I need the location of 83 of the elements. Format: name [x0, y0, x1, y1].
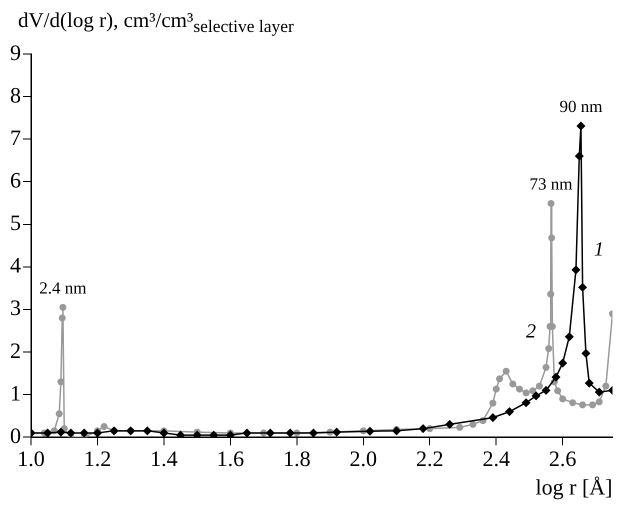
point [547, 290, 554, 298]
point [548, 234, 556, 242]
point [332, 428, 342, 437]
point [589, 401, 596, 408]
annotation: 73 nm [530, 174, 573, 194]
point [564, 332, 574, 342]
y-tick-label: 2 [10, 338, 21, 363]
point [242, 428, 252, 438]
point [516, 386, 523, 393]
point [308, 428, 318, 438]
y-tick-label: 4 [10, 252, 21, 278]
annotation: 90 nm [559, 96, 602, 116]
point [548, 200, 555, 207]
point [159, 428, 168, 438]
point [581, 348, 590, 358]
point [532, 391, 541, 400]
y-tick-label: 0 [10, 422, 21, 448]
y-tick-label: 8 [10, 82, 21, 108]
point [584, 378, 594, 388]
y-tick-label: 3 [10, 295, 21, 320]
point [522, 398, 531, 408]
point [56, 410, 63, 418]
point [489, 400, 496, 407]
x-tick-label: 1.4 [150, 446, 178, 472]
point [456, 424, 464, 431]
point [522, 389, 530, 396]
x-tick-label: 1.2 [84, 446, 112, 472]
point [142, 426, 152, 436]
point [574, 152, 584, 161]
series-label: 2 [526, 320, 536, 342]
point [418, 424, 428, 434]
point [578, 282, 588, 292]
x-tick-label: 1.0 [17, 446, 45, 472]
point [536, 382, 543, 390]
point [58, 314, 66, 322]
point [602, 382, 610, 390]
x-tick-label: 2.6 [548, 446, 576, 472]
point [266, 428, 275, 438]
x-tick-label: 1.8 [283, 446, 311, 472]
y-tick-label: 6 [10, 168, 21, 193]
point [554, 387, 562, 394]
point [365, 426, 374, 436]
point [552, 372, 561, 382]
point [92, 428, 102, 438]
point [57, 378, 64, 386]
point [43, 428, 52, 438]
point [542, 386, 551, 395]
x-tick-label: 2.4 [482, 446, 510, 472]
y-tick-label: 5 [10, 210, 21, 236]
point [596, 398, 603, 406]
point [594, 388, 604, 397]
point [502, 368, 510, 375]
point [496, 375, 504, 382]
point [66, 428, 76, 438]
point [492, 386, 500, 393]
point [509, 380, 516, 388]
point [504, 407, 514, 416]
y-tick-label: 7 [10, 124, 21, 150]
point [56, 428, 66, 437]
point [559, 395, 566, 402]
point [80, 428, 89, 438]
point [542, 364, 550, 371]
x-axis-title: log r [Å] [536, 474, 612, 500]
y-tick-label: 1 [10, 380, 21, 406]
point [571, 265, 580, 274]
series-label: 1 [594, 238, 604, 261]
point [59, 304, 66, 311]
x-tick-label: 2.2 [416, 446, 444, 472]
point [445, 420, 454, 429]
point [558, 358, 568, 368]
point [469, 420, 476, 428]
x-tick-label: 2.0 [350, 446, 378, 472]
point [100, 423, 108, 430]
x-tick-label: 1.6 [216, 446, 244, 472]
y-tick-label: 9 [10, 40, 21, 65]
point [569, 399, 576, 406]
point [576, 121, 586, 130]
point [579, 401, 586, 408]
point [286, 428, 295, 438]
point [488, 413, 498, 422]
y-axis-title: dV/d(log r), cm³/cm³$_{selective layer}$ [18, 8, 294, 38]
point [545, 345, 552, 352]
annotation: 2.4 nm [39, 278, 87, 298]
